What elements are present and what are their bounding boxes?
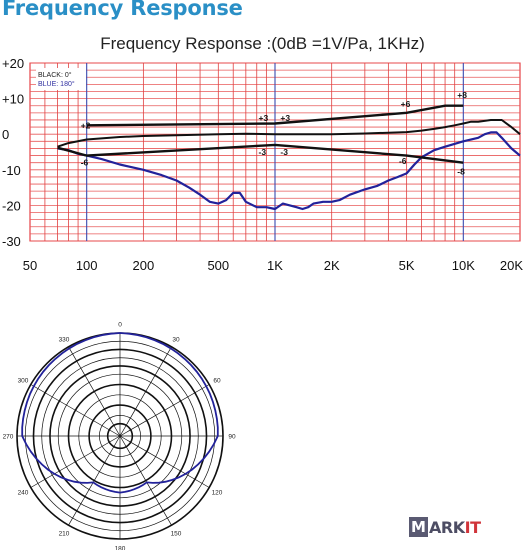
tolerance-limit-upper <box>86 104 464 127</box>
polar-angle-label: 120 <box>212 490 223 497</box>
polar-series <box>21 332 219 494</box>
polar-angle-label: 60 <box>213 378 221 385</box>
annotation-label: +6 <box>401 99 411 109</box>
y-tick-label: -20 <box>2 198 21 213</box>
polar-spoke <box>68 435 121 526</box>
y-tick-label: 0 <box>2 127 9 142</box>
polar-spoke <box>119 346 172 437</box>
annotation-label: -6 <box>81 158 89 168</box>
legend-item-blue: BLUE: 180° <box>38 80 75 88</box>
chart-annotations: +2 -6 +3 +3 -3 -3 +6 +8 -6 -8 <box>57 90 467 177</box>
annotation-label: +8 <box>457 90 467 100</box>
markit-logo: M ARKIT <box>409 516 481 538</box>
polar-spoke <box>119 435 210 488</box>
x-tick-label: 2K <box>324 258 340 273</box>
polar-angle-label: 180 <box>115 546 126 550</box>
annotation-label: +3 <box>280 113 290 123</box>
polar-angle-label: 270 <box>3 434 14 441</box>
y-tick-label: -30 <box>2 234 21 249</box>
x-tick-label: 10K <box>452 258 475 273</box>
polar-angle-labels: 0 30 60 90 120 150 180 210 240 270 300 330 <box>3 322 236 550</box>
chart-grid <box>29 62 521 242</box>
x-tick-label: 100 <box>76 258 98 273</box>
x-tick-label: 5K <box>399 258 415 273</box>
page-title: Frequency Response <box>2 0 243 20</box>
annotation-label: -8 <box>457 167 465 177</box>
polar-angle-label: 90 <box>228 434 236 441</box>
x-tick-label: 500 <box>207 258 229 273</box>
polar-angle-label: 150 <box>171 530 182 537</box>
chart-title: Frequency Response :(0dB =1V/Pa, 1KHz) <box>100 34 425 53</box>
logo-mark: M <box>409 517 428 537</box>
x-tick-label: 20K <box>500 258 523 273</box>
polar-response-curve <box>21 332 219 494</box>
polar-angle-label: 210 <box>59 530 70 537</box>
logo-text: ARKIT <box>429 517 481 537</box>
polar-grid <box>16 332 224 540</box>
x-tick-label: 50 <box>23 258 37 273</box>
x-tick-label: 1K <box>267 258 283 273</box>
polar-angle-label: 330 <box>59 337 70 344</box>
chart-legend: BLACK: 0° BLUE: 180° <box>36 68 86 90</box>
x-tick-label: 200 <box>133 258 155 273</box>
polar-angle-label: 300 <box>18 378 29 385</box>
annotation-label: -3 <box>259 147 267 157</box>
polar-spoke <box>30 435 121 488</box>
polar-spoke <box>68 346 121 437</box>
polar-spoke <box>30 384 121 437</box>
series-line-black-0deg <box>57 119 521 148</box>
series-line-blue-180deg <box>57 131 521 211</box>
y-tick-label: -10 <box>2 163 21 178</box>
polar-spoke <box>119 384 210 437</box>
annotation-label: -3 <box>280 147 288 157</box>
polar-angle-label: 0 <box>118 322 122 329</box>
legend-item-black: BLACK: 0° <box>38 71 72 79</box>
polar-angle-label: 30 <box>172 337 180 344</box>
chart-series <box>57 119 521 211</box>
polar-angle-label: 240 <box>18 490 29 497</box>
y-tick-label: +20 <box>2 56 24 71</box>
y-tick-label: +10 <box>2 92 24 107</box>
annotation-label: -6 <box>399 156 407 166</box>
polar-spoke <box>119 435 172 526</box>
tolerance-limit-lower <box>57 143 464 164</box>
annotation-label: +3 <box>259 113 269 123</box>
annotation-label: +2 <box>81 120 91 130</box>
legend-box <box>36 68 86 90</box>
